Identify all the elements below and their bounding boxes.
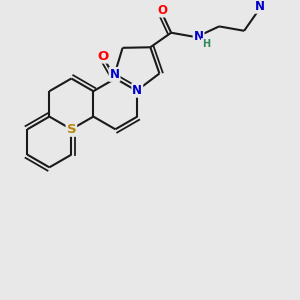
Text: N: N bbox=[255, 0, 265, 13]
Text: O: O bbox=[97, 50, 108, 63]
Text: N: N bbox=[110, 68, 119, 81]
Text: N: N bbox=[132, 84, 142, 97]
Text: N: N bbox=[194, 30, 204, 43]
Text: H: H bbox=[202, 39, 210, 49]
Text: S: S bbox=[67, 123, 76, 136]
Text: O: O bbox=[157, 4, 167, 16]
